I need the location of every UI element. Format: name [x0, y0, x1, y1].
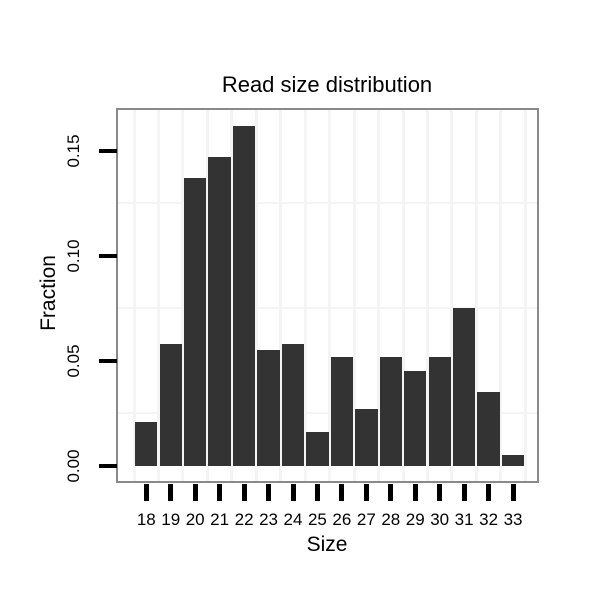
x-tick	[412, 484, 418, 501]
bar-20	[184, 178, 207, 466]
minor-gridline-vertical	[474, 110, 478, 481]
x-tick	[314, 484, 320, 501]
bar-28	[379, 356, 402, 466]
minor-gridline-vertical	[230, 110, 234, 481]
bar-26	[330, 356, 354, 466]
minor-gridline-vertical	[279, 110, 283, 481]
bar-31	[452, 308, 476, 466]
minor-gridline-horizontal	[118, 307, 537, 310]
bar-19	[159, 343, 182, 466]
minor-gridline-vertical	[328, 110, 332, 481]
bar-24	[281, 343, 305, 466]
x-tick-label-29: 29	[405, 510, 425, 529]
x-tick	[217, 484, 223, 501]
minor-gridline-vertical	[157, 110, 161, 481]
y-tick	[99, 148, 117, 153]
x-tick	[388, 484, 394, 501]
x-tick	[241, 484, 247, 501]
y-axis-title: Fraction	[37, 255, 60, 331]
x-tick	[168, 484, 174, 501]
x-tick	[437, 484, 443, 501]
minor-gridline-vertical	[401, 110, 405, 481]
x-tick	[290, 484, 296, 501]
minor-gridline-vertical	[523, 110, 527, 481]
x-tick	[266, 484, 272, 501]
y-tick	[99, 253, 117, 258]
x-tick	[363, 484, 369, 501]
x-tick-label-33: 33	[503, 510, 523, 529]
bar-32	[477, 392, 500, 466]
x-tick-label-27: 27	[356, 510, 376, 529]
minor-gridline-vertical	[181, 110, 185, 481]
minor-gridline-vertical	[205, 110, 209, 481]
minor-gridline-vertical	[132, 110, 136, 481]
bar-22	[232, 125, 256, 466]
bar-23	[257, 350, 280, 466]
x-tick	[192, 484, 198, 501]
gridline-layer	[118, 110, 537, 481]
y-tick-label-0.10: 0.10	[64, 239, 83, 273]
y-tick	[99, 358, 117, 363]
minor-gridline-vertical	[377, 110, 381, 481]
bar-29	[404, 371, 427, 466]
chart-title: Read size distribution	[221, 72, 433, 97]
y-tick-label-0.00: 0.00	[64, 449, 83, 483]
minor-gridline-horizontal	[118, 202, 537, 205]
bar-18	[135, 421, 158, 466]
x-tick-label-21: 21	[210, 510, 230, 529]
x-tick-label-30: 30	[430, 510, 450, 529]
bar-25	[306, 432, 329, 466]
x-tick	[461, 484, 467, 501]
x-tick-label-24: 24	[283, 510, 303, 529]
bar-30	[428, 356, 451, 466]
minor-gridline-vertical	[450, 110, 454, 481]
x-tick-label-18: 18	[136, 510, 156, 529]
x-tick-label-25: 25	[307, 510, 327, 529]
minor-gridline-vertical	[499, 110, 503, 481]
minor-gridline-horizontal	[118, 412, 537, 415]
bar-33	[501, 455, 525, 466]
x-tick-label-26: 26	[332, 510, 352, 529]
x-tick	[339, 484, 345, 501]
x-tick-label-22: 22	[234, 510, 254, 529]
x-tick-label-31: 31	[454, 510, 474, 529]
x-tick	[510, 484, 516, 501]
bar-27	[355, 409, 378, 466]
minor-gridline-vertical	[352, 110, 356, 481]
y-tick	[99, 463, 117, 468]
y-tick-label-0.15: 0.15	[64, 134, 83, 168]
minor-gridline-vertical	[425, 110, 429, 481]
minor-gridline-vertical	[303, 110, 307, 481]
x-tick	[143, 484, 149, 501]
plot-panel	[116, 108, 539, 483]
x-tick-label-20: 20	[185, 510, 205, 529]
x-axis-title: Size	[306, 533, 348, 556]
x-tick-label-32: 32	[479, 510, 499, 529]
x-tick-label-23: 23	[259, 510, 279, 529]
bar-layer	[118, 110, 537, 481]
y-tick-label-0.05: 0.05	[64, 344, 83, 378]
x-tick-label-28: 28	[381, 510, 401, 529]
x-tick-label-19: 19	[161, 510, 181, 529]
x-tick	[486, 484, 492, 501]
minor-gridline-vertical	[254, 110, 258, 481]
bar-21	[208, 157, 231, 466]
